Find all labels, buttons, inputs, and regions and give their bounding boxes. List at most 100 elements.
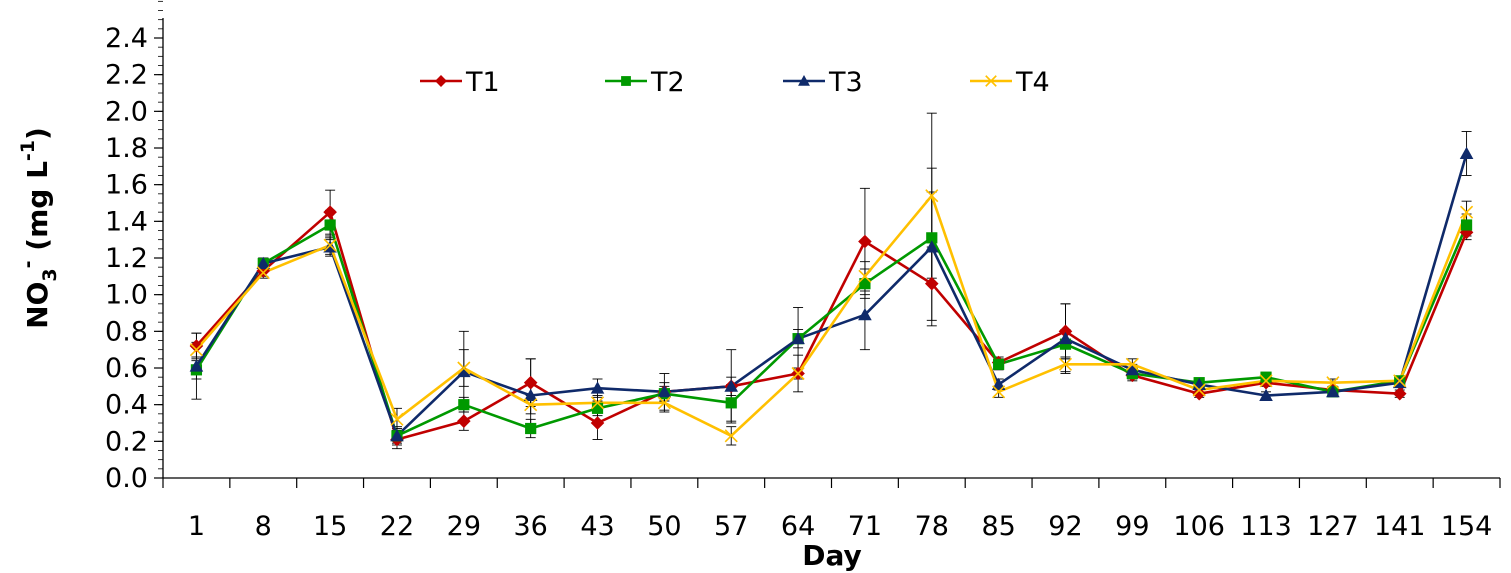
data-point-t2: [1059, 338, 1072, 350]
x-tick-label: 1: [188, 511, 205, 542]
data-point-t4-stroke: [791, 366, 805, 381]
legend-marker-t4-stroke: [985, 75, 997, 87]
legend-label-t4: T4: [1015, 67, 1050, 98]
x-tick-label: 8: [255, 511, 272, 542]
data-point-t1: [189, 339, 204, 353]
data-point-t4: [256, 266, 270, 280]
y-tick-label: 1.0: [105, 280, 148, 311]
data-point-t3: [657, 385, 672, 398]
series-line-t2: [195, 223, 1468, 438]
data-point-t4-stroke: [390, 412, 404, 426]
data-point-t3: [256, 256, 271, 269]
data-point-t3: [523, 388, 538, 401]
data-point-t3: [189, 359, 204, 372]
data-point-t4: [858, 269, 872, 283]
x-tick-label: 154: [1441, 511, 1493, 542]
data-point-t4: [1460, 205, 1474, 219]
data-point-t3: [590, 381, 605, 394]
y-tick-label: 2.4: [105, 23, 148, 54]
data-point-t2: [458, 399, 470, 411]
y-tick-label: 0.0: [105, 463, 148, 494]
series-lines: [195, 153, 1468, 441]
y-tick-label: 0.4: [105, 390, 148, 421]
data-point-t4-stroke: [925, 189, 939, 203]
y-tick-label: 2.0: [105, 96, 148, 127]
data-point-t4: [1393, 374, 1407, 388]
data-point-t1: [457, 414, 471, 428]
data-point-t4-stroke: [1058, 357, 1073, 371]
y-tick-label: 0.8: [105, 316, 148, 347]
data-point-t4: [791, 366, 805, 381]
data-point-t4: [992, 385, 1006, 399]
y-tick-label: 1.6: [105, 170, 148, 201]
x-tick-label: 15: [313, 511, 347, 542]
data-point-t4: [1192, 383, 1206, 397]
data-point-t4-stroke: [657, 396, 671, 410]
x-tick-label: 57: [714, 511, 748, 542]
x-tick-label: 43: [580, 511, 614, 542]
data-point-t4-stroke: [1192, 383, 1206, 397]
x-tick-label: 22: [380, 511, 414, 542]
legend-marker-t4: [985, 75, 997, 87]
y-tick-label: 0.6: [105, 353, 148, 384]
data-point-t3: [1326, 385, 1340, 398]
legend-label-t1: T1: [465, 67, 500, 98]
y-tick-label: 1.8: [105, 133, 148, 164]
x-tick-label: 99: [1115, 511, 1149, 542]
data-point-t2: [993, 358, 1005, 370]
x-tick-label: 113: [1240, 511, 1292, 542]
x-tick-label: 36: [513, 511, 547, 542]
data-point-t4: [390, 412, 404, 426]
data-point-t3: [791, 331, 805, 345]
data-point-t4-stroke: [189, 343, 203, 357]
data-point-t4-stroke: [724, 429, 738, 443]
data-point-t3: [991, 377, 1006, 390]
data-point-t4: [457, 361, 471, 375]
y-tick-label: 1.4: [105, 206, 148, 237]
data-point-t4: [323, 238, 337, 252]
y-tick-label: 2.2: [105, 60, 148, 91]
data-point-t2: [859, 278, 871, 290]
data-point-t4: [1058, 357, 1073, 371]
data-point-t4: [724, 429, 738, 443]
data-point-t3: [1058, 331, 1073, 345]
data-point-t1: [924, 276, 939, 291]
data-point-t2: [324, 219, 336, 231]
legend-label-t3: T3: [828, 67, 863, 98]
series-markers: [189, 146, 1474, 447]
x-tick-label: 141: [1374, 511, 1426, 542]
legend-marker-t2: [621, 76, 631, 86]
data-point-t1: [523, 375, 538, 390]
data-point-t2: [926, 232, 938, 244]
data-point-t1: [858, 234, 872, 249]
data-point-t4: [925, 189, 939, 203]
data-point-t4: [657, 396, 671, 410]
data-point-t4: [524, 398, 538, 412]
data-point-t4-stroke: [524, 398, 538, 412]
x-tick-label: 127: [1307, 511, 1359, 542]
y-axis-title: NO3- (mg L-1): [17, 127, 61, 329]
x-axis-title: Day: [802, 539, 862, 572]
data-point-t4-stroke: [858, 269, 872, 283]
data-point-t4: [1125, 357, 1139, 371]
x-tick-label: 106: [1173, 511, 1225, 542]
y-tick-label: 0.2: [105, 426, 148, 457]
series-line-t4: [195, 194, 1468, 438]
data-point-t4-stroke: [1326, 376, 1340, 390]
legend-label-t2: T2: [650, 67, 685, 98]
series-line-t1: [195, 210, 1468, 441]
y-tick-label: 1.2: [105, 243, 148, 274]
x-tick-label: 64: [781, 511, 815, 542]
data-point-t2: [725, 397, 737, 409]
x-tick-label: 78: [915, 511, 949, 542]
x-tick-label: 92: [1048, 511, 1082, 542]
data-point-t4: [590, 396, 605, 410]
data-point-t2: [1460, 219, 1473, 231]
data-point-t1: [256, 264, 271, 278]
data-point-t3: [1459, 146, 1474, 159]
legend: T1 T2 T3 T4: [420, 67, 1050, 98]
data-point-t2: [525, 422, 537, 435]
data-point-t3: [390, 429, 404, 442]
data-point-t3: [724, 379, 739, 392]
